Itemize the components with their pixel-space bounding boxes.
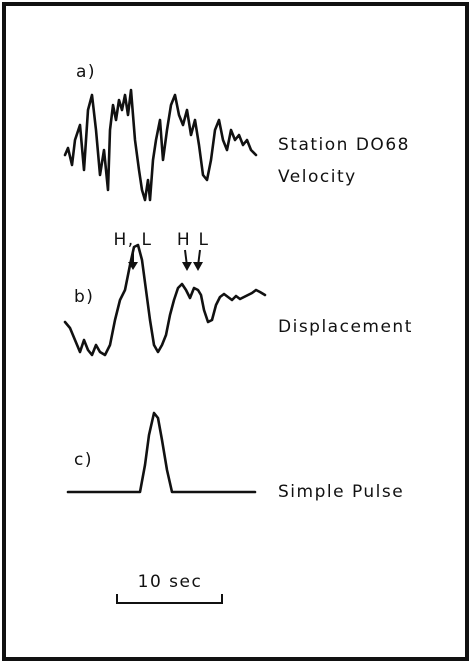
velocity-trace [63,88,258,202]
scale-label: 10 sec [138,572,203,592]
annotation: H [177,230,191,250]
displacement-trace [63,243,267,357]
caption: Velocity [278,167,357,187]
caption: Displacement [278,317,413,337]
panel-label: b) [74,287,94,307]
panel-label: c) [74,450,93,470]
annotation: L [199,230,210,250]
panel-label: a) [76,62,96,82]
caption: Station DO68 [278,135,410,155]
caption: Simple Pulse [278,482,404,502]
annotation: H, L [113,230,152,250]
pulse-trace [66,411,257,494]
scale-bar [116,594,223,604]
